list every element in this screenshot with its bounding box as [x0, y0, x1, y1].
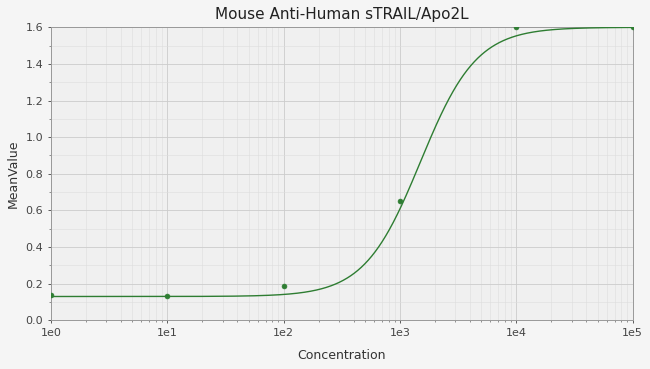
Y-axis label: MeanValue: MeanValue: [7, 139, 20, 208]
Point: [46, 292, 56, 298]
X-axis label: Concentration: Concentration: [298, 349, 386, 362]
Point: [278, 283, 289, 289]
Point: [627, 24, 638, 30]
Point: [162, 294, 172, 300]
Point: [511, 24, 521, 30]
Point: [395, 198, 405, 204]
Title: Mouse Anti-Human sTRAIL/Apo2L: Mouse Anti-Human sTRAIL/Apo2L: [215, 7, 469, 22]
